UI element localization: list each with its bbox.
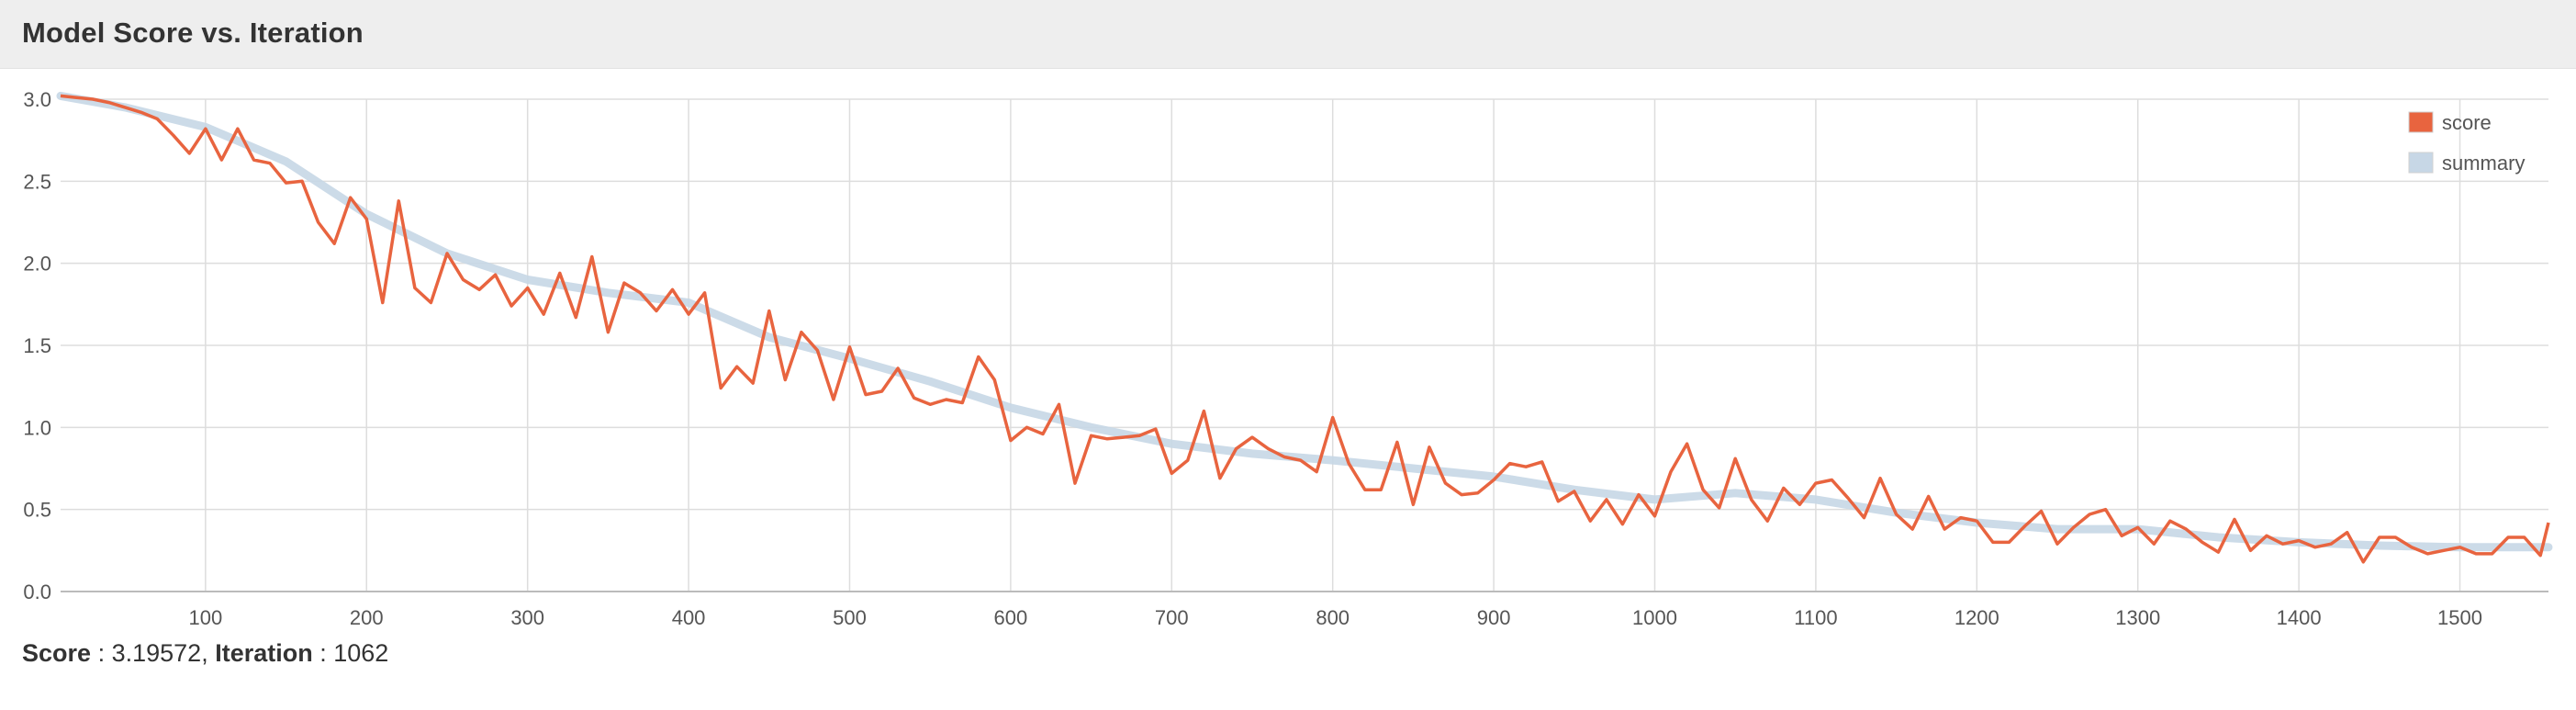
x-tick-label: 400: [672, 606, 706, 629]
legend-label-score[interactable]: score: [2442, 111, 2492, 134]
readout-comma: ,: [201, 639, 216, 667]
y-tick-label: 1.0: [23, 416, 51, 439]
iteration-value: 1062: [333, 639, 389, 667]
x-tick-label: 800: [1316, 606, 1350, 629]
x-tick-label: 200: [350, 606, 384, 629]
y-tick-label: 0.0: [23, 580, 51, 603]
panel-header: Model Score vs. Iteration: [0, 0, 2576, 69]
x-tick-label: 1200: [1954, 606, 1999, 629]
series: [56, 91, 2553, 564]
x-tick-label: 100: [189, 606, 223, 629]
x-tick-label: 500: [833, 606, 867, 629]
x-tick-label: 900: [1477, 606, 1511, 629]
iteration-separator: :: [319, 639, 334, 667]
y-tick-label: 2.0: [23, 253, 51, 276]
x-tick-label: 700: [1155, 606, 1189, 629]
grid: [61, 98, 2548, 592]
x-tick-label: 1300: [2115, 606, 2160, 629]
legend[interactable]: score summary: [2408, 111, 2525, 175]
score-readout: Score : 3.19572, Iteration : 1062: [22, 639, 388, 668]
summary-line: [56, 91, 2553, 552]
legend-label-summary[interactable]: summary: [2442, 152, 2525, 175]
y-tick-label: 2.5: [23, 170, 51, 193]
legend-swatch-score[interactable]: [2408, 111, 2434, 133]
y-tick-label: 0.5: [23, 499, 51, 522]
x-tick-label: 600: [994, 606, 1028, 629]
iteration-label: Iteration: [215, 639, 313, 667]
x-tick-label: 1400: [2277, 606, 2322, 629]
x-tick-label: 1100: [1794, 606, 1837, 629]
score-vs-iteration-chart: 0.0 0.5 1.0 1.5 2.0 2.5 3.0 100 200 300 400 500 600 7…: [23, 88, 2553, 629]
x-tick-label: 300: [510, 606, 544, 629]
legend-swatch-summary[interactable]: [2408, 152, 2434, 174]
y-tick-label: 3.0: [23, 88, 51, 111]
score-label: Score: [22, 639, 92, 667]
y-tick-label: 1.5: [23, 334, 51, 357]
score-line: [60, 94, 2550, 564]
chart-title: Model Score vs. Iteration: [22, 17, 364, 49]
x-tick-label: 1500: [2437, 606, 2482, 629]
score-value: 3.19572: [111, 639, 202, 667]
axes: 0.0 0.5 1.0 1.5 2.0 2.5 3.0 100 200 300 400 500 600 7…: [23, 88, 2548, 629]
x-tick-label: 1000: [1632, 606, 1677, 629]
score-separator: :: [97, 639, 112, 667]
